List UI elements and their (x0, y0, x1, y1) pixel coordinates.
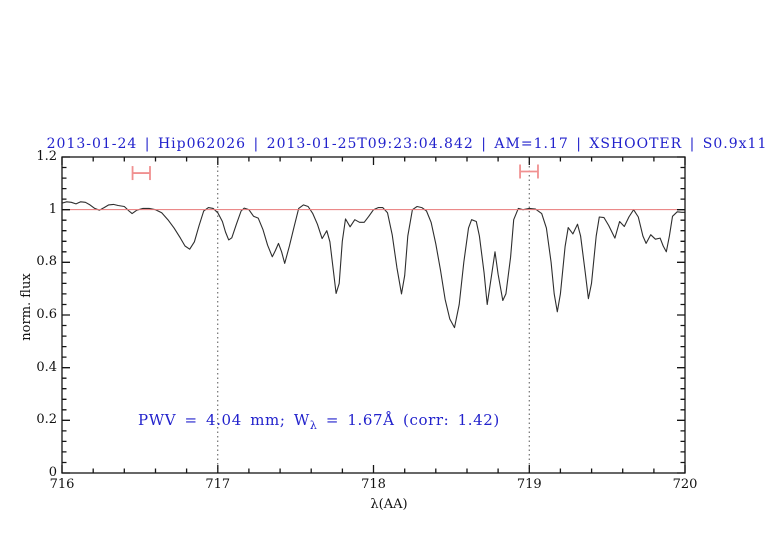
y-tick-label: 0.8 (36, 254, 57, 270)
pwv-annotation-prefix: PWV = 4.04 mm; W (138, 411, 310, 429)
axis-ticks (61, 156, 686, 474)
y-tick-label: 0.4 (36, 359, 57, 375)
y-tick-label: 0.6 (36, 307, 57, 322)
y-tick-label: 1.2 (36, 149, 57, 164)
x-axis-label: λ(AA) (370, 497, 408, 512)
x-tick-label: 716 (49, 477, 75, 492)
y-tick-label: 0 (48, 465, 57, 480)
x-tick-label: 717 (205, 477, 231, 492)
spectrum-line (61, 201, 686, 329)
x-tick-label: 718 (361, 477, 386, 492)
plot-title: 2013-01-24 | Hip062026 | 2013-01-25T09:2… (46, 136, 768, 152)
lambda-subscript: λ (309, 419, 318, 432)
y-tick-label: 0.2 (36, 412, 57, 428)
x-tick-label: 719 (516, 477, 542, 492)
x-tick-label: 720 (672, 477, 698, 492)
pwv-annotation-suffix: = 1.67Å (corr: 1.42) (317, 411, 500, 429)
range-marker (519, 164, 539, 179)
pwv-annotation: PWV = 4.04 mm; Wλ = 1.67Å (corr: 1.42) (138, 411, 500, 432)
range-marker (131, 166, 151, 181)
y-tick-label: 1 (48, 201, 57, 217)
